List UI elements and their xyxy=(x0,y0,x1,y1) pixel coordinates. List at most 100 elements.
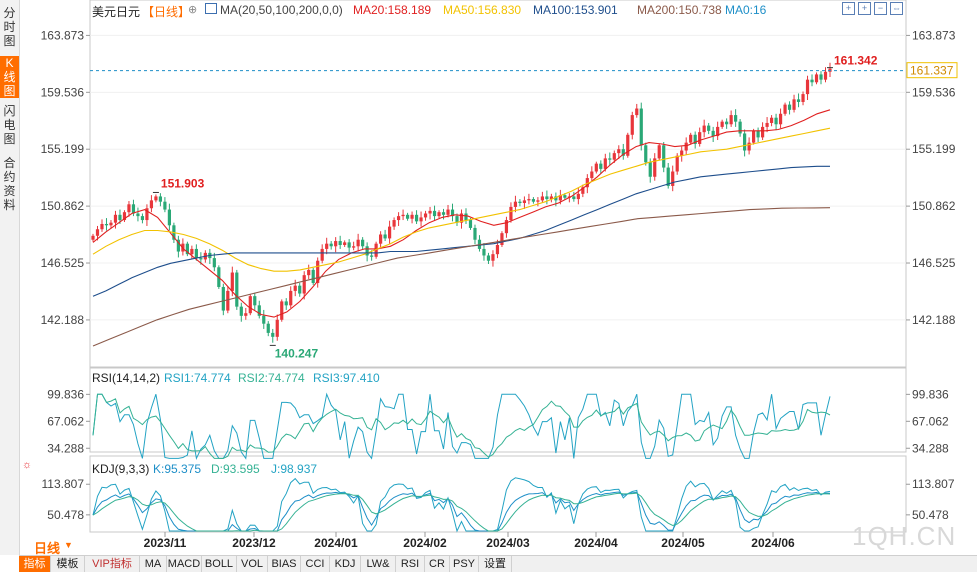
indicator-tab-2[interactable]: VIP指标 xyxy=(85,556,140,572)
candle-body xyxy=(361,239,365,247)
candle-body xyxy=(576,193,580,200)
candle-body xyxy=(352,246,356,248)
x-tick-label: 2024/03 xyxy=(486,536,530,550)
candle-body xyxy=(716,126,720,137)
chevron-down-icon[interactable]: ▼ xyxy=(64,540,73,550)
candle-body xyxy=(104,223,109,226)
candle-body xyxy=(275,319,279,337)
crosshair-icon[interactable]: + xyxy=(842,2,855,15)
candle-body xyxy=(212,258,216,268)
rsi2-value: RSI2:74.774 xyxy=(238,371,305,385)
indicator-tab-9[interactable]: KDJ xyxy=(330,556,361,572)
kdj-k-value: K:95.375 xyxy=(153,462,202,476)
kdj-label: KDJ(9,3,3) xyxy=(92,462,150,476)
indicator-tab-4[interactable]: MACD xyxy=(167,556,202,572)
indicator-tab-12[interactable]: CR xyxy=(425,556,450,572)
zoom-in-icon[interactable]: + xyxy=(858,2,871,15)
tab-contract-info[interactable]: 合约资料 xyxy=(3,156,16,212)
rsi-tick-label-left: 67.062 xyxy=(47,414,84,428)
candle-body xyxy=(468,220,473,228)
tab-timeshare[interactable]: 分时图 xyxy=(3,6,16,48)
price-tick-label-left: 146.525 xyxy=(41,256,85,270)
candle-body xyxy=(594,163,598,172)
candle-body xyxy=(113,214,118,223)
rsi-tick-label-right: 34.288 xyxy=(912,441,949,455)
indicator-tab-6[interactable]: VOL xyxy=(237,556,268,572)
indicator-tab-13[interactable]: PSY xyxy=(450,556,479,572)
expand-icon[interactable]: ⇔ xyxy=(890,2,903,15)
indicator-tab-bar: 指标 模板 VIP指标 MA MACD BOLL VOL BIAS CCI KDJ LW& RSI CR… xyxy=(19,555,977,572)
x-tick-label: 2024/01 xyxy=(314,536,358,550)
candle-body xyxy=(491,254,495,261)
candle-body xyxy=(257,305,261,316)
candle-body xyxy=(244,313,248,316)
candle-body xyxy=(473,227,477,240)
candle-body xyxy=(136,213,140,217)
candle-body xyxy=(410,214,414,219)
kdj-j-line xyxy=(92,477,831,533)
candle-body xyxy=(635,108,639,116)
candle-body xyxy=(432,210,437,217)
candle-body xyxy=(271,332,275,337)
candle-body xyxy=(823,71,828,80)
candle-body xyxy=(387,226,392,239)
candle-body xyxy=(100,223,104,230)
candle-body xyxy=(563,195,567,198)
candle-body xyxy=(365,246,369,256)
indicator-tab-5[interactable]: BOLL xyxy=(202,556,237,572)
ma100-value: MA100:153.901 xyxy=(533,3,618,17)
candle-body xyxy=(545,196,549,200)
settings-icon[interactable]: ⊕ xyxy=(188,4,198,16)
last-price-box xyxy=(906,62,958,79)
kdj-d-line xyxy=(92,492,831,532)
indicator-tab-11[interactable]: RSI xyxy=(396,556,425,572)
candle-body xyxy=(486,255,491,261)
x-tick-label: 2024/06 xyxy=(751,536,795,550)
rsi-tick-label-right: 99.836 xyxy=(912,387,949,401)
candle-body xyxy=(284,301,288,306)
kline-chart[interactable]: 163.873 163.873 159.536 159.536 155.199 155.1… xyxy=(0,0,977,555)
indicator-tab-0[interactable]: 指标 xyxy=(19,556,51,572)
rsi3-line xyxy=(92,392,831,461)
candle-body xyxy=(531,199,536,202)
rsi-tick-label-left: 99.836 xyxy=(47,387,84,401)
zoom-out-icon[interactable]: − xyxy=(874,2,887,15)
price-tick-label-right: 159.536 xyxy=(912,85,956,99)
candle-body xyxy=(343,242,347,245)
price-tick-label-left: 159.536 xyxy=(41,85,85,99)
period-selector-button[interactable]: 日线 xyxy=(34,541,61,556)
candle-body xyxy=(769,117,774,123)
candle-body xyxy=(154,196,158,201)
indicator-tab-10[interactable]: LW& xyxy=(361,556,396,572)
candle-body xyxy=(374,243,378,257)
candle-body xyxy=(140,216,145,221)
candle-body xyxy=(334,241,338,247)
tab-flash-chart[interactable]: 闪电图 xyxy=(3,104,16,146)
indicator-tab-14[interactable]: 设置 xyxy=(479,556,512,572)
ma-icon xyxy=(205,3,217,14)
watermark: 1QH.CN xyxy=(852,521,957,551)
indicator-toggle-icon[interactable]: ☼ xyxy=(22,459,33,471)
price-tick-label-left: 142.188 xyxy=(41,313,85,327)
indicator-tab-1[interactable]: 模板 xyxy=(51,556,85,572)
candle-body xyxy=(540,196,544,201)
candle-body xyxy=(500,233,504,245)
candle-body xyxy=(787,104,792,110)
indicator-tab-7[interactable]: BIAS xyxy=(268,556,301,572)
candle-body xyxy=(370,255,374,257)
candle-body xyxy=(648,162,652,177)
candle-body xyxy=(428,210,432,214)
candle-body xyxy=(585,178,589,188)
candle-body xyxy=(509,206,513,221)
candle-body xyxy=(307,269,311,276)
candle-body xyxy=(145,208,149,221)
annotation-high-latest: 161.342 xyxy=(834,54,878,68)
indicator-tab-3[interactable]: MA xyxy=(140,556,167,572)
candle-body xyxy=(379,234,383,244)
candle-body xyxy=(423,213,428,218)
indicator-tab-8[interactable]: CCI xyxy=(301,556,330,572)
candle-body xyxy=(118,214,122,221)
candle-body xyxy=(738,121,742,134)
candle-body xyxy=(612,153,616,160)
